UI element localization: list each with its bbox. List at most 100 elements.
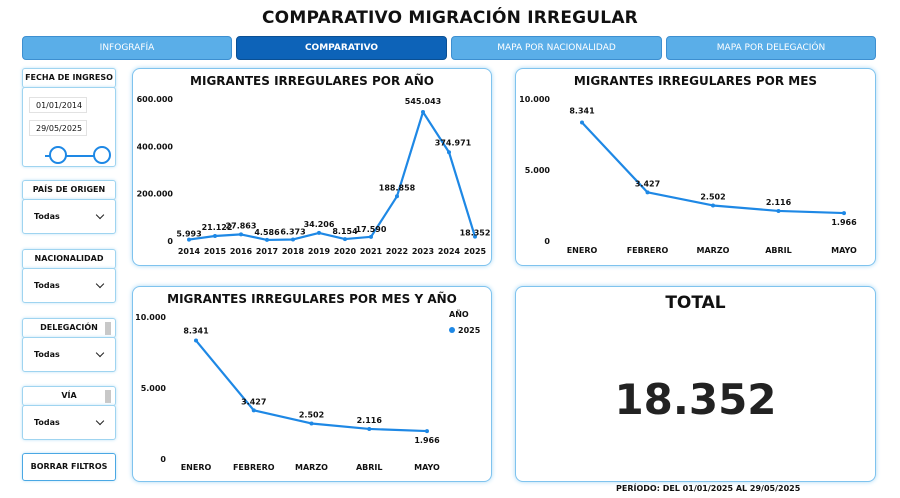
legend-title: AÑO xyxy=(449,310,469,319)
x-tick-label: MARZO xyxy=(295,463,328,472)
data-point[interactable] xyxy=(580,120,584,125)
delegacion-dropdown[interactable]: Todas xyxy=(29,346,109,364)
via-label: VÍA xyxy=(22,386,116,406)
data-point[interactable] xyxy=(194,338,198,343)
data-point[interactable] xyxy=(421,110,425,115)
x-tick-label: ABRIL xyxy=(765,246,792,255)
via-body: Todas xyxy=(22,405,116,440)
data-point[interactable] xyxy=(265,237,269,242)
start-date-input[interactable]: 01/01/2014 xyxy=(29,97,87,113)
chevron-down-icon xyxy=(95,348,105,358)
date-slicer-label: FECHA DE INGRESO xyxy=(22,68,116,88)
x-tick-label: FEBRERO xyxy=(627,246,669,255)
clear-filters-button[interactable]: BORRAR FILTROS xyxy=(22,453,116,481)
chevron-down-icon xyxy=(95,416,105,426)
x-tick-label: 2021 xyxy=(360,247,383,256)
data-label: 2.116 xyxy=(766,198,792,207)
x-tick-label: 2024 xyxy=(438,247,461,256)
tab-infografia[interactable]: INFOGRAFÍA xyxy=(22,36,232,60)
y-tick-label: 5.000 xyxy=(141,384,167,393)
period-text: PERÍODO: DEL 01/01/2025 AL 29/05/2025 xyxy=(616,484,801,493)
data-label: 4.586 xyxy=(254,228,280,237)
data-point[interactable] xyxy=(645,190,650,195)
via-label-text: VÍA xyxy=(61,391,77,400)
data-label: 545.043 xyxy=(405,97,441,106)
chart-title: MIGRANTES IRREGULARES POR AÑO xyxy=(190,74,434,88)
data-label: 3.427 xyxy=(241,397,266,406)
tab-comparativo[interactable]: COMPARATIVO xyxy=(236,36,447,60)
y-tick-label: 5.000 xyxy=(525,166,551,175)
total-card: TOTAL 18.352 xyxy=(515,286,876,482)
tab-mapa-nacionalidad[interactable]: MAPA POR NACIONALIDAD xyxy=(451,36,662,60)
data-point[interactable] xyxy=(213,234,217,239)
x-tick-label: ENERO xyxy=(567,246,598,255)
delegacion-body: Todas xyxy=(22,337,116,372)
x-tick-label: MARZO xyxy=(697,246,730,255)
data-label: 8.154 xyxy=(332,227,358,236)
x-tick-label: 2023 xyxy=(412,247,434,256)
data-point[interactable] xyxy=(425,429,429,434)
data-point[interactable] xyxy=(239,232,243,237)
delegacion-slicer: DELEGACIÓN Todas xyxy=(22,318,116,372)
data-point[interactable] xyxy=(309,421,314,426)
via-value: Todas xyxy=(34,418,60,427)
data-label: 374.971 xyxy=(435,138,472,147)
date-slicer-body: 01/01/2014 29/05/2025 xyxy=(22,87,116,167)
data-point[interactable] xyxy=(369,234,373,239)
date-range-start-handle[interactable] xyxy=(49,146,67,164)
data-label: 1.966 xyxy=(831,218,857,227)
x-tick-label: FEBRERO xyxy=(233,463,275,472)
pais-origen-dropdown[interactable]: Todas xyxy=(29,208,109,226)
x-tick-label: 2020 xyxy=(334,247,357,256)
y-tick-label: 10.000 xyxy=(135,313,166,322)
nacionalidad-label: NACIONALIDAD xyxy=(22,249,116,269)
data-point[interactable] xyxy=(473,234,477,239)
data-label: 18.352 xyxy=(460,229,491,238)
via-dropdown[interactable]: Todas xyxy=(29,414,109,432)
chevron-down-icon xyxy=(95,210,105,220)
chevron-down-icon xyxy=(95,279,105,289)
tab-mapa-delegacion[interactable]: MAPA POR DELEGACIÓN xyxy=(666,36,876,60)
x-tick-label: MAYO xyxy=(414,463,440,472)
legend-series-name: 2025 xyxy=(458,326,481,335)
line-chart-by-month: 0 5.000 10.000 ENERO FEBRERO MARZO ABRIL MAYO 8.… xyxy=(519,95,857,255)
data-point[interactable] xyxy=(343,237,347,242)
data-point[interactable] xyxy=(367,426,372,431)
y-tick-label: 200.000 xyxy=(137,190,174,199)
line-chart-by-year: 0 200.000 400.000 600.000 2014 2015 2016 2017 20… xyxy=(137,95,491,256)
data-point[interactable] xyxy=(317,230,321,235)
data-label: 27.863 xyxy=(226,221,257,230)
x-tick-label: 2017 xyxy=(256,247,278,256)
scroll-indicator[interactable] xyxy=(105,390,111,403)
data-point[interactable] xyxy=(395,194,399,199)
chart-title: MIGRANTES IRREGULARES POR MES Y AÑO xyxy=(167,292,457,306)
chart-card-by-year: MIGRANTES IRREGULARES POR AÑO 0 200.000 40… xyxy=(132,68,492,266)
data-point[interactable] xyxy=(447,150,451,155)
total-value: 18.352 xyxy=(614,375,777,424)
series-line[interactable] xyxy=(188,110,477,242)
legend-marker xyxy=(449,327,455,333)
y-tick-label: 0 xyxy=(167,237,173,246)
data-point[interactable] xyxy=(776,208,781,213)
delegacion-value: Todas xyxy=(34,350,60,359)
date-range-end-handle[interactable] xyxy=(93,146,111,164)
y-tick-label: 10.000 xyxy=(519,95,550,104)
legend-item[interactable]: 2025 xyxy=(449,326,480,335)
nacionalidad-body: Todas xyxy=(22,268,116,303)
nacionalidad-dropdown[interactable]: Todas xyxy=(29,277,109,295)
end-date-input[interactable]: 29/05/2025 xyxy=(29,120,87,136)
data-point[interactable] xyxy=(842,211,846,216)
data-point[interactable] xyxy=(711,203,715,208)
pais-origen-value: Todas xyxy=(34,212,60,221)
chart-card-by-month: MIGRANTES IRREGULARES POR MES 0 5.000 10.0… xyxy=(515,68,876,266)
data-point[interactable] xyxy=(251,408,256,413)
date-slicer: FECHA DE INGRESO 01/01/2014 29/05/2025 xyxy=(22,68,116,167)
via-slicer: VÍA Todas xyxy=(22,386,116,440)
x-tick-label: 2018 xyxy=(282,247,305,256)
x-tick-label: ENERO xyxy=(181,463,212,472)
date-range-track[interactable] xyxy=(45,155,105,157)
chart-title: MIGRANTES IRREGULARES POR MES xyxy=(573,74,818,88)
data-point[interactable] xyxy=(187,237,191,242)
scroll-indicator[interactable] xyxy=(105,322,111,335)
data-point[interactable] xyxy=(291,237,295,242)
